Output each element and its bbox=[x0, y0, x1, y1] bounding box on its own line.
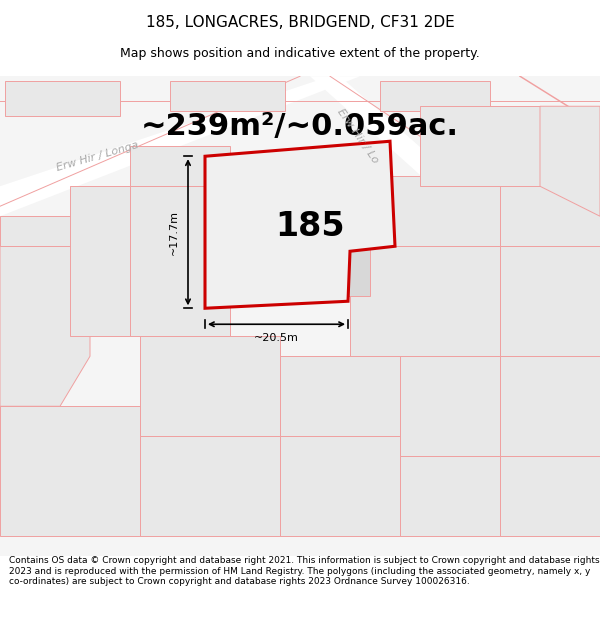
Polygon shape bbox=[0, 76, 600, 556]
Text: Erw Hir / Lo: Erw Hir / Lo bbox=[335, 107, 380, 166]
Polygon shape bbox=[280, 436, 400, 536]
Text: ~17.7m: ~17.7m bbox=[169, 210, 179, 255]
Text: Erw Hir / Longa: Erw Hir / Longa bbox=[55, 140, 140, 172]
Polygon shape bbox=[0, 216, 90, 246]
Polygon shape bbox=[0, 76, 360, 216]
Polygon shape bbox=[130, 146, 230, 186]
Polygon shape bbox=[205, 141, 395, 308]
Polygon shape bbox=[420, 106, 540, 186]
Polygon shape bbox=[70, 186, 130, 336]
Polygon shape bbox=[540, 106, 600, 216]
Polygon shape bbox=[280, 356, 400, 436]
Polygon shape bbox=[0, 406, 140, 536]
Polygon shape bbox=[380, 81, 490, 111]
Text: Contains OS data © Crown copyright and database right 2021. This information is : Contains OS data © Crown copyright and d… bbox=[9, 556, 599, 586]
Text: 185: 185 bbox=[275, 210, 345, 242]
Polygon shape bbox=[5, 81, 120, 116]
Polygon shape bbox=[350, 246, 500, 356]
Polygon shape bbox=[130, 186, 230, 336]
Polygon shape bbox=[400, 456, 500, 536]
Polygon shape bbox=[140, 336, 280, 436]
Polygon shape bbox=[500, 356, 600, 456]
Text: Map shows position and indicative extent of the property.: Map shows position and indicative extent… bbox=[120, 48, 480, 60]
Polygon shape bbox=[500, 176, 600, 246]
Polygon shape bbox=[310, 76, 600, 336]
Polygon shape bbox=[0, 246, 90, 406]
Polygon shape bbox=[400, 356, 500, 456]
Text: ~239m²/~0.059ac.: ~239m²/~0.059ac. bbox=[141, 112, 459, 141]
Polygon shape bbox=[170, 81, 285, 111]
Text: ~20.5m: ~20.5m bbox=[254, 333, 299, 343]
Polygon shape bbox=[140, 436, 280, 536]
Text: 185, LONGACRES, BRIDGEND, CF31 2DE: 185, LONGACRES, BRIDGEND, CF31 2DE bbox=[146, 15, 454, 30]
Polygon shape bbox=[500, 456, 600, 536]
Polygon shape bbox=[500, 246, 600, 356]
Polygon shape bbox=[250, 196, 370, 296]
Polygon shape bbox=[350, 176, 500, 246]
